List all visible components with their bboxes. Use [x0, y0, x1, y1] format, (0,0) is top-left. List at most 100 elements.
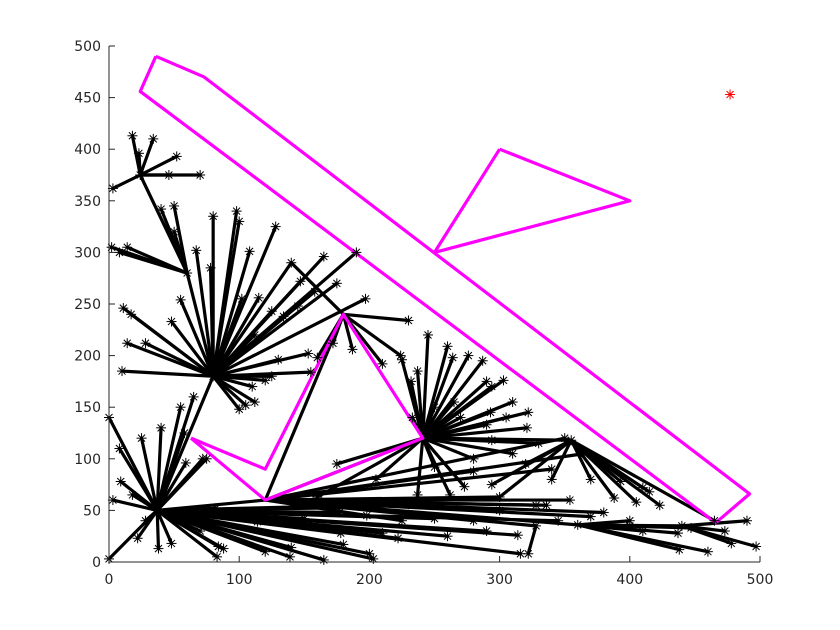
y-tick-label: 400 — [74, 142, 101, 158]
tree-node-marker — [231, 206, 242, 217]
obstacles — [138, 54, 752, 525]
tree-node-marker — [494, 491, 505, 502]
tree-node-marker — [719, 526, 730, 537]
tree-edge — [421, 405, 437, 440]
x-tick-label: 500 — [747, 572, 774, 588]
tree-edge — [263, 452, 586, 502]
tree-edge — [155, 508, 523, 556]
tree-node-marker — [481, 419, 492, 430]
tree-node-marker — [221, 507, 232, 518]
tree-edge — [120, 369, 215, 378]
tree-node-marker — [709, 515, 720, 526]
tree-node-marker — [299, 513, 310, 524]
tree-node-marker — [429, 513, 440, 524]
tree-node-marker — [485, 407, 496, 418]
tree-node-marker — [286, 542, 297, 553]
tree-node-marker — [672, 528, 683, 539]
tree-node-marker — [107, 495, 118, 506]
tree-node-marker — [553, 515, 564, 526]
tree-node-marker — [412, 489, 423, 500]
tree-edge — [179, 298, 215, 378]
tree-node-marker — [156, 422, 167, 433]
tree-node-marker — [312, 352, 323, 363]
tree-node-marker — [624, 515, 635, 526]
tree-node-marker — [126, 309, 137, 320]
tree-edge — [117, 446, 159, 512]
tree-node-marker — [609, 493, 620, 504]
tree-node-marker — [486, 479, 497, 490]
y-tick-label: 200 — [74, 349, 101, 365]
tree-node-marker — [637, 482, 648, 493]
tree-node-marker — [331, 278, 342, 289]
tree-node-marker — [334, 507, 345, 518]
tree-edge — [155, 508, 520, 537]
goal-marker — [725, 89, 736, 100]
tree-root-marker — [152, 505, 163, 516]
tree-node-marker — [520, 458, 531, 469]
tree-edge — [421, 378, 506, 440]
y-tick-label: 100 — [74, 452, 101, 468]
tree-node-marker — [318, 251, 329, 262]
tree-edge — [263, 498, 404, 523]
tree-node-marker — [312, 491, 323, 502]
tree-edge — [421, 436, 476, 461]
tree-node-marker — [180, 457, 191, 468]
tree-node-marker — [169, 226, 180, 237]
tree-node-marker — [449, 397, 460, 408]
tree-edge — [569, 438, 717, 523]
tree-node-marker — [541, 500, 552, 511]
tree-node-marker — [751, 541, 762, 552]
tree-edge — [155, 508, 161, 551]
tree-node-marker — [631, 497, 642, 508]
tree-node-marker — [442, 531, 453, 542]
x-tick-label: 400 — [616, 572, 643, 588]
tree-node-marker — [240, 400, 251, 411]
tree-node-marker — [546, 464, 557, 475]
tree-node-marker — [370, 474, 381, 485]
tree-node-marker — [531, 520, 542, 531]
tree-edge — [421, 436, 452, 497]
tree-edge — [155, 508, 369, 518]
tree-node-marker — [351, 247, 362, 258]
tree-node-marker — [327, 338, 338, 349]
tree-edge — [172, 204, 189, 275]
tree-edge — [569, 438, 662, 507]
tree-node-marker — [377, 528, 388, 539]
y-tick-label: 150 — [74, 400, 101, 416]
tree-node-marker — [292, 301, 303, 312]
tree-node-marker — [166, 316, 177, 327]
tree-node-marker — [201, 453, 212, 464]
tree-node-marker — [234, 404, 245, 415]
y-tick-label: 50 — [83, 503, 101, 519]
tree-edge — [680, 524, 758, 549]
tree-node-marker — [153, 543, 164, 554]
tree-node-marker — [494, 505, 505, 516]
tree-edge — [550, 438, 573, 482]
tree-edge — [155, 457, 209, 512]
tree-nodes — [104, 130, 762, 565]
tree-node-marker — [531, 500, 542, 511]
tree-node-marker — [127, 130, 138, 141]
tree-node-marker — [148, 133, 159, 144]
y-tick-label: 0 — [92, 555, 101, 571]
tree-edge — [155, 374, 215, 512]
tree-node-marker — [566, 435, 577, 446]
tree-node-marker — [266, 371, 277, 382]
tree-node-marker — [468, 515, 479, 526]
tree-edge — [576, 523, 680, 535]
tree-node-marker — [429, 462, 440, 473]
tree-node-marker — [156, 204, 167, 215]
tree-node-marker — [674, 544, 685, 555]
tree-edge — [125, 245, 189, 275]
tree-node-marker — [702, 546, 713, 557]
y-tick-label: 250 — [74, 297, 101, 313]
tree-node-marker — [422, 329, 433, 340]
tree-node-marker — [442, 341, 453, 352]
tree-node-marker — [512, 530, 523, 541]
tree-edge — [421, 333, 430, 440]
tree-edge — [121, 306, 215, 378]
tree-edge — [421, 426, 529, 440]
tree-node-marker — [585, 511, 596, 522]
tree-node-marker — [309, 286, 320, 297]
